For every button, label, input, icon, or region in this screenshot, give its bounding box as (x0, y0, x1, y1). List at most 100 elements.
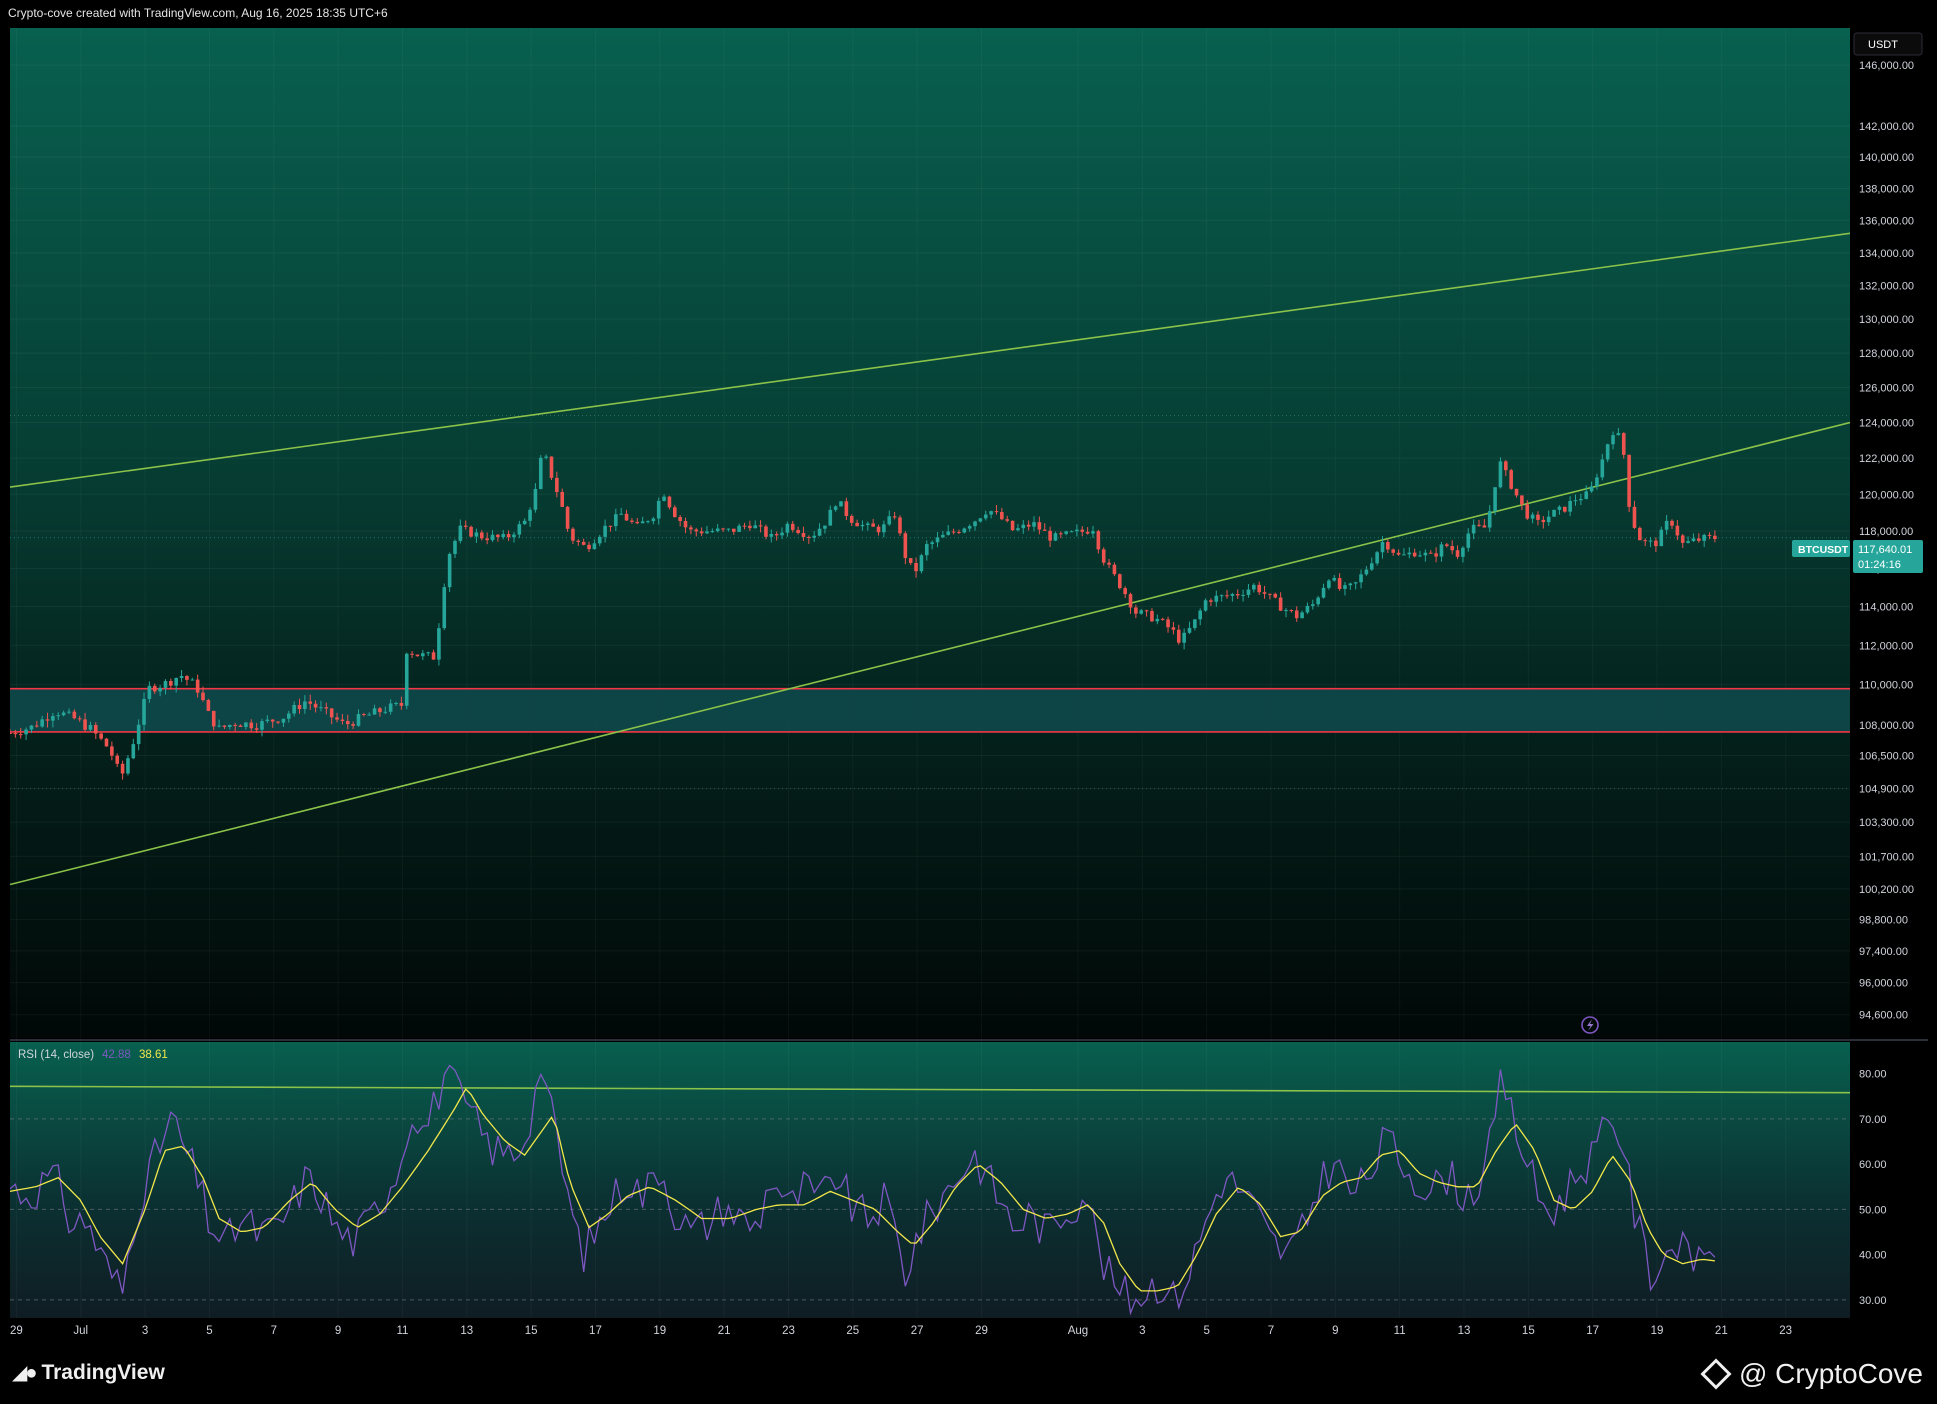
rsi-tick-label: 40.00 (1859, 1250, 1887, 1262)
time-tick-label: 17 (1586, 1325, 1599, 1337)
bear-candle (1257, 581, 1261, 595)
candle-body (871, 523, 875, 527)
price-tick-label: 96,000.00 (1859, 978, 1908, 990)
price-tick-label: 122,000.00 (1859, 453, 1914, 465)
time-tick-label: 23 (1779, 1325, 1792, 1337)
candle-body (238, 725, 243, 727)
time-tick-label: 27 (911, 1325, 924, 1337)
time-tick-label: 7 (271, 1325, 277, 1337)
candle-body (544, 456, 548, 458)
candle-body (1643, 540, 1647, 542)
bear-candle (1010, 520, 1015, 531)
candle-body (951, 531, 956, 533)
bull-candle (1219, 594, 1224, 602)
bear-candle (1638, 526, 1642, 541)
bear-candle (1042, 523, 1047, 531)
bear-candle (77, 715, 82, 722)
candle-body (211, 710, 216, 727)
price-tick-label: 130,000.00 (1859, 314, 1914, 326)
bull-candle (1466, 528, 1471, 552)
tradingview-logo[interactable]: ◢● TradingView (12, 1360, 165, 1385)
candle-body (24, 729, 28, 735)
bear-candle (673, 505, 677, 518)
bear-candle (415, 654, 420, 657)
bear-candle (104, 738, 109, 747)
candle-body (592, 543, 597, 550)
bear-candle (1396, 549, 1401, 556)
candle-body (1160, 618, 1165, 620)
candle-body (1075, 529, 1079, 532)
bull-candle (303, 695, 307, 714)
bull-candle (404, 652, 409, 710)
bull-candle (367, 712, 372, 716)
candle-body (1219, 595, 1224, 597)
time-tick-label: 21 (1715, 1325, 1728, 1337)
cryptocove-wordmark: @ CryptoCove (1738, 1358, 1923, 1389)
cryptocove-logo: @ CryptoCove (1700, 1358, 1923, 1390)
candle-body (1059, 533, 1063, 535)
bear-candle (99, 732, 103, 741)
currency-badge[interactable]: USDT (1853, 32, 1923, 56)
lightning-icon[interactable] (1581, 1016, 1599, 1034)
bull-candle (1557, 505, 1562, 515)
rsi-ma-line (10, 1088, 1715, 1292)
candle-body (849, 516, 854, 523)
candle-body (29, 725, 34, 730)
bull-candle (614, 508, 618, 532)
bear-candle (1713, 530, 1717, 543)
chart-svg[interactable]: 146,000.00 142,000.00 140,000.00 138,000.00… (10, 28, 1928, 1342)
bear-candle (399, 696, 404, 710)
candle-body (1123, 588, 1127, 595)
bear-candle (855, 519, 859, 527)
candle-body (501, 534, 506, 538)
candle-body (163, 681, 168, 688)
candle-body (152, 685, 157, 692)
bull-candle (592, 539, 597, 550)
bull-candle (131, 738, 136, 760)
candle-body (13, 733, 18, 735)
candle-body (383, 711, 388, 713)
chart-frame[interactable]: 146,000.00 142,000.00 140,000.00 138,000.00… (10, 28, 1928, 1342)
bear-candle (587, 541, 591, 553)
bear-candle (1632, 500, 1637, 529)
candle-body (978, 518, 983, 522)
bear-candle (1654, 537, 1658, 552)
bear-candle (1541, 516, 1546, 529)
bear-candle (1107, 559, 1111, 569)
candle-body (812, 535, 816, 538)
rsi-value: 42.88 (102, 1049, 131, 1061)
candle-body (1332, 577, 1337, 581)
candle-body (656, 500, 661, 519)
rsi-legend[interactable]: RSI (14, close) 42.88 38.61 (18, 1049, 168, 1061)
bull-candle (1300, 610, 1304, 619)
bull-candle (1402, 548, 1406, 556)
bull-candle (1600, 453, 1605, 481)
bear-candle (1294, 606, 1299, 622)
bull-candle (1091, 525, 1095, 538)
bull-candle (1327, 579, 1331, 590)
candle-body (737, 525, 741, 532)
bear-candle (185, 675, 189, 686)
bear-candle (1477, 519, 1481, 527)
trendlines (10, 232, 1850, 886)
candle-body (533, 488, 538, 510)
candle-body (866, 523, 870, 525)
candle-body (1369, 563, 1374, 570)
lower-trendline (10, 421, 1850, 886)
candle-body (1616, 433, 1621, 436)
time-tick-label: 9 (1332, 1325, 1338, 1337)
bull-candle (1407, 547, 1412, 559)
bull-candle (1198, 608, 1203, 626)
price-scale-background (1850, 28, 1928, 1342)
bull-candle (823, 525, 827, 534)
price-tick-label: 132,000.00 (1859, 281, 1914, 293)
footer: ◢● TradingView @ CryptoCove (0, 1348, 1937, 1404)
candle-body (603, 525, 607, 537)
candle-body (678, 517, 682, 522)
price-tick-label: 112,000.00 (1859, 640, 1913, 652)
time-tick-label: 19 (1651, 1325, 1664, 1337)
candle-body (614, 514, 618, 527)
bull-candle (522, 518, 527, 525)
price-tick-label: 138,000.00 (1859, 183, 1914, 195)
candle-body (1037, 522, 1042, 530)
